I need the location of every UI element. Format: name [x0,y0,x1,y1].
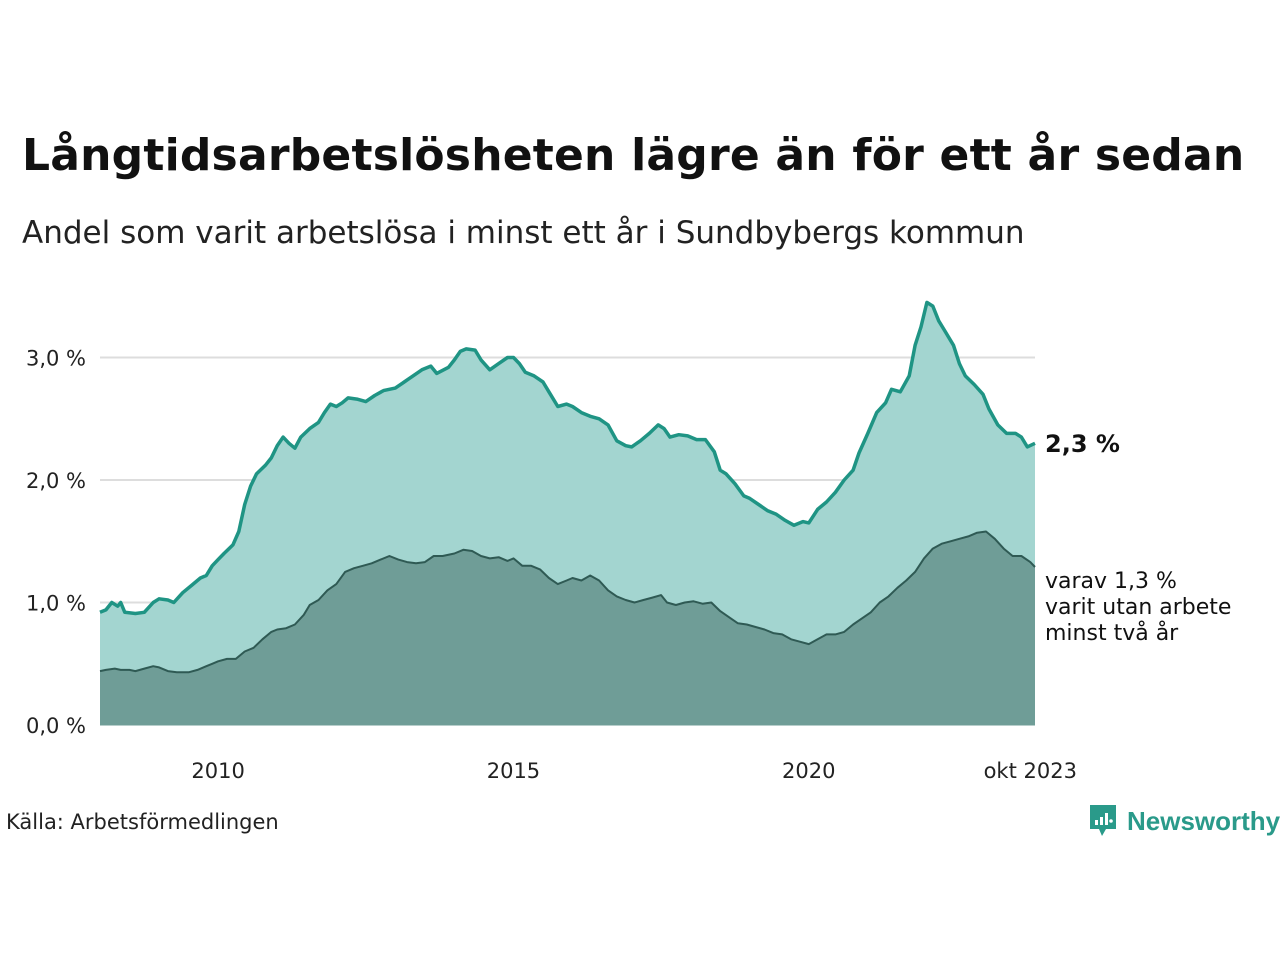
y-axis-ticks: 0,0 % 1,0 % 2,0 % 3,0 % [26,347,86,739]
annotation-sub-line-2: varit utan arbete [1045,595,1231,620]
source-note: Källa: Arbetsförmedlingen [6,810,279,834]
y-tick-label: 0,0 % [26,714,86,738]
brand-logo: Newsworthy [1088,803,1280,839]
y-tick-label: 2,0 % [26,469,86,493]
x-axis-ticks: 2010 2015 2020 okt 2023 [191,759,1077,783]
brand-name: Newsworthy [1127,805,1280,836]
y-tick-label: 1,0 % [26,592,86,616]
x-tick-label: okt 2023 [984,759,1077,783]
chart-subtitle: Andel som varit arbetslösa i minst ett å… [22,215,1025,251]
line-long-term-2y [99,530,1036,674]
annotation-sub-line-3: minst två år [1045,620,1179,646]
y-tick-label: 3,0 % [26,347,86,371]
x-tick-label: 2015 [487,759,540,783]
newsworthy-logo-icon [1090,805,1116,836]
area-long-term-2y [100,531,1035,725]
x-tick-label: 2020 [782,759,835,783]
chart-title: Långtidsarbetslösheten lägre än för ett … [22,130,1245,181]
annotation-sub-line-1: varav 1,3 % [1045,569,1177,594]
x-tick-label: 2010 [191,759,244,783]
line-long-term-1y [99,300,1036,616]
annotation-latest-value: 2,3 % [1045,430,1120,458]
